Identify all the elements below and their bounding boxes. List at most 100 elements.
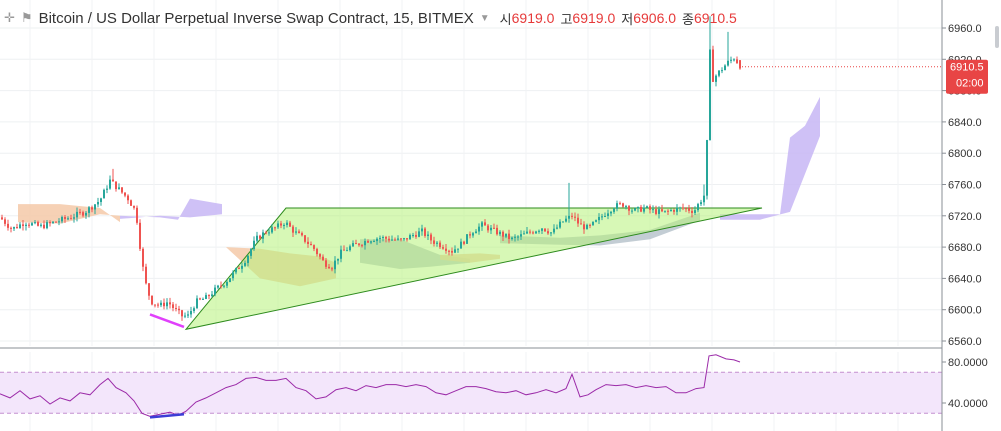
candle-body	[415, 234, 417, 237]
candle-body	[169, 302, 171, 305]
price-tick-label: 6640.0	[948, 273, 982, 285]
candle-body	[247, 255, 249, 263]
candle-body	[235, 268, 237, 273]
candlestick-series	[1, 16, 942, 321]
candle-body	[712, 49, 714, 82]
candle-body	[109, 179, 111, 189]
candle-body	[496, 227, 498, 235]
last-price-tag: 6910.5 02:00	[946, 59, 988, 94]
candle-body	[43, 224, 45, 229]
price-tick-label: 6600.0	[948, 305, 982, 317]
price-pane-bg	[0, 0, 942, 346]
candle-body	[139, 222, 141, 249]
candle-body	[196, 298, 198, 309]
candle-body	[532, 232, 534, 234]
candle-body	[421, 228, 423, 232]
rsi-tick-label: 40.0000	[948, 398, 988, 410]
candle-body	[64, 217, 66, 219]
candle-body	[13, 227, 15, 229]
candle-body	[370, 241, 372, 243]
candle-body	[97, 201, 99, 205]
candle-body	[142, 248, 144, 267]
candle-body	[265, 232, 267, 234]
scrollbar-thumb[interactable]	[995, 26, 999, 48]
flag-icon[interactable]: ⚑	[20, 10, 33, 25]
candle-body	[211, 294, 213, 297]
candle-body	[313, 245, 315, 249]
candle-body	[652, 209, 654, 211]
candle-body	[655, 209, 657, 214]
price-grid	[0, 0, 942, 349]
candle-body	[628, 206, 630, 211]
price-tick-label: 6800.0	[948, 148, 982, 160]
candle-body	[586, 224, 588, 230]
candle-body	[331, 268, 333, 270]
candle-body	[322, 256, 324, 261]
candle-body	[157, 304, 159, 306]
candle-body	[325, 260, 327, 267]
candle-body	[250, 249, 252, 256]
candle-body	[4, 219, 6, 224]
candle-body	[208, 295, 210, 297]
chevron-down-icon[interactable]: ▼	[479, 12, 490, 24]
price-divergence-segment[interactable]	[149, 313, 185, 329]
symbol-title[interactable]: Bitcoin / US Dollar Perpetual Inverse Sw…	[38, 9, 474, 27]
candle-body	[307, 241, 309, 244]
rsi-divergence-line[interactable]	[149, 413, 185, 419]
candle-body	[376, 238, 378, 242]
candle-body	[730, 59, 732, 61]
candle-body	[646, 206, 648, 208]
rsi-band-fill	[0, 372, 942, 414]
last-price-value: 6910.5	[950, 62, 984, 74]
rsi-polyline	[0, 354, 741, 417]
cloud-segment-1	[120, 198, 222, 220]
candle-body	[418, 231, 420, 237]
candle-body	[571, 215, 573, 217]
rsi-band	[0, 371, 942, 414]
candle-body	[625, 206, 627, 208]
candle-body	[25, 224, 27, 226]
candle-body	[448, 250, 450, 252]
candle-body	[505, 233, 507, 237]
candle-body	[673, 210, 675, 212]
candle-body	[589, 224, 591, 226]
candle-body	[550, 232, 552, 234]
price-tick-label: 6560.0	[948, 336, 982, 348]
candle-body	[76, 211, 78, 218]
candle-body	[256, 235, 258, 241]
rsi-divergence-segment[interactable]	[149, 413, 185, 419]
candle-body	[232, 272, 234, 279]
candle-body	[223, 285, 225, 287]
candle-body	[361, 245, 363, 247]
price-divergence-line[interactable]	[149, 313, 185, 329]
candle-body	[622, 203, 624, 207]
candle-body	[46, 222, 48, 229]
price-tick-label: 6960.0	[948, 23, 982, 35]
countdown-timer: 02:00	[956, 78, 984, 90]
candle-body	[670, 210, 672, 212]
candle-body	[292, 226, 294, 233]
candle-body	[319, 254, 321, 257]
candle-body	[430, 234, 432, 241]
crosshair-icon[interactable]: ✛	[4, 10, 15, 25]
candle-body	[700, 202, 702, 205]
candle-body	[199, 298, 201, 300]
price-tick-label: 6720.0	[948, 211, 982, 223]
candle-body	[295, 231, 297, 233]
candle-body	[271, 227, 273, 233]
candle-body	[427, 234, 429, 236]
candle-body	[568, 215, 570, 219]
candle-body	[262, 232, 264, 239]
high-label: 고	[560, 11, 573, 27]
candle-body	[301, 233, 303, 236]
rsi-axis[interactable]: 80.0000 40.0000	[942, 357, 988, 410]
low-label: 저	[621, 11, 634, 27]
candle-body	[283, 225, 285, 227]
candle-body	[565, 218, 567, 222]
candle-body	[145, 266, 147, 284]
candle-body	[469, 234, 471, 236]
candle-body	[718, 70, 720, 76]
candle-body	[619, 203, 621, 205]
last-price-tag-bg	[946, 59, 988, 94]
